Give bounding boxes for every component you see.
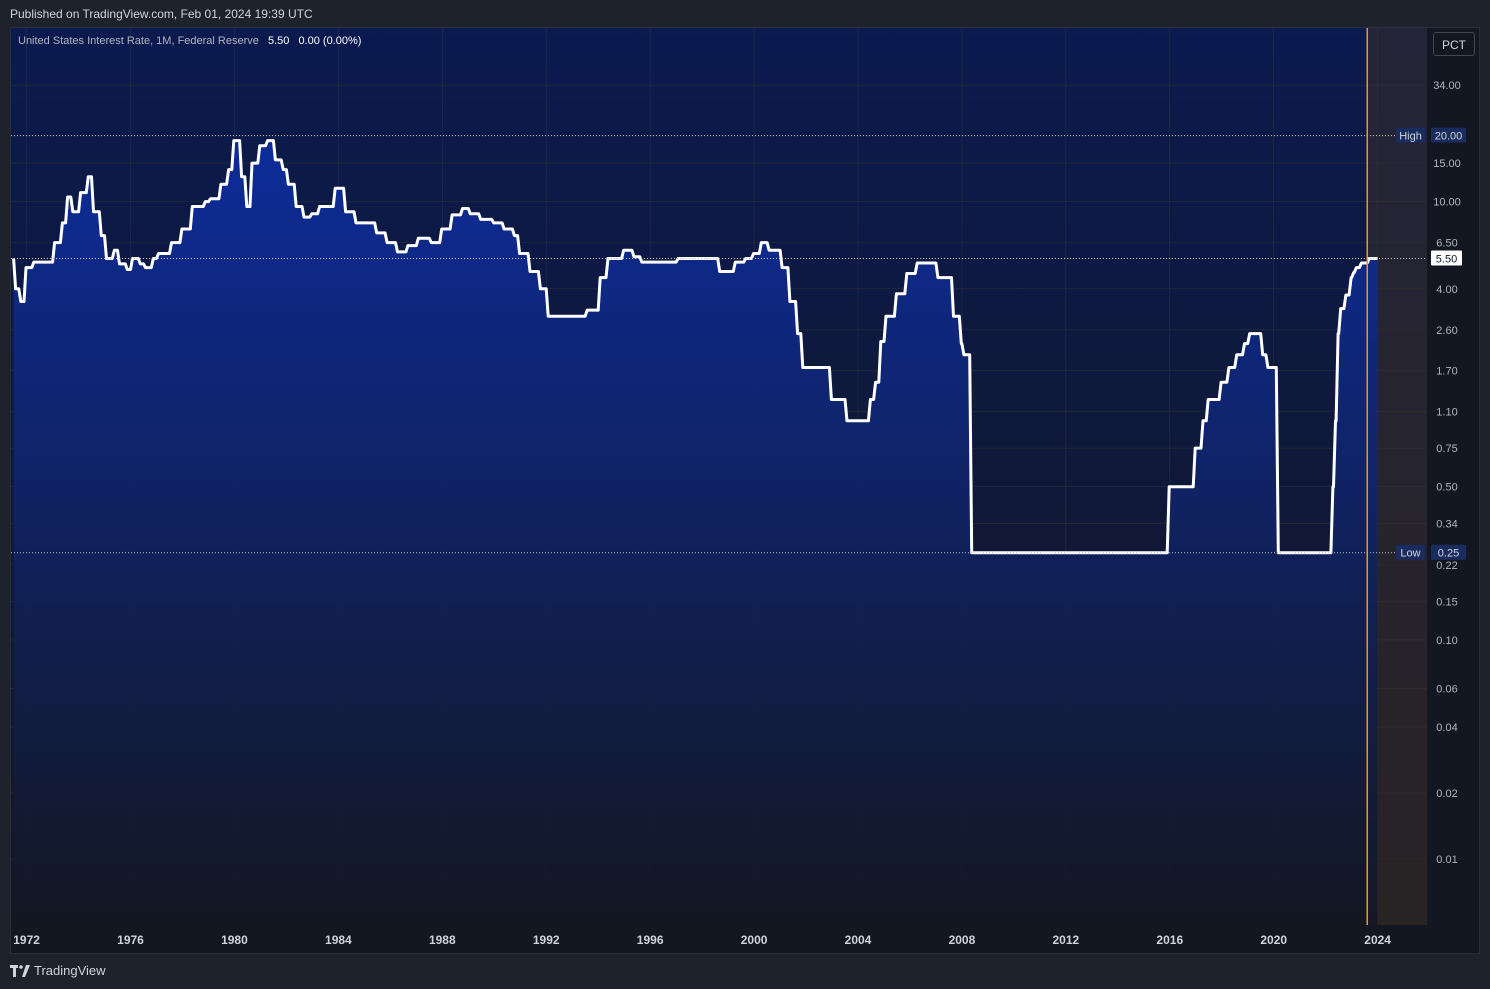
y-tick-label: 1.70 [1436,365,1457,377]
y-tick-label: 1.10 [1436,407,1457,419]
y-tick-label: 0.50 [1436,482,1457,494]
high-label: High [1399,131,1422,143]
y-tick-label: 6.50 [1436,238,1457,250]
high-label-bg [1396,127,1425,143]
y-tick-label: 0.06 [1436,684,1457,696]
high-value-tag: 20.00 [1435,131,1463,143]
y-tick-label: 15.00 [1433,158,1461,170]
y-tick-label: 0.34 [1436,518,1457,530]
low-value-tag: 0.25 [1438,548,1459,560]
low-label-bg [1396,544,1425,560]
y-tick-label: 34.00 [1433,80,1461,92]
x-tick-label: 2008 [949,933,976,947]
y-tick-label: 2.60 [1436,325,1457,337]
last-value-tag: 5.50 [1436,254,1457,266]
legend: United States Interest Rate, 1M, Federal… [18,35,361,47]
price-axis-bg[interactable] [1428,28,1479,925]
high-value-tag-bg [1431,127,1466,143]
x-tick-label: 1972 [13,933,40,947]
x-tick-label: 2016 [1156,933,1183,947]
series-line [12,139,1378,555]
y-tick-label: 10.00 [1433,197,1461,209]
tradingview-logo-icon [10,964,30,977]
x-tick-label: 2024 [1364,933,1391,947]
x-tick-label: 1988 [429,933,456,947]
time-axis: 1972 1976 1980 1984 1988 1992 1996 2000 2004 2008… [13,933,1391,947]
y-tick-label: 4.00 [1436,284,1457,296]
x-tick-label: 1992 [533,933,560,947]
x-tick-label: 2012 [1053,933,1080,947]
x-tick-label: 1980 [221,933,248,947]
low-value-tag-bg [1431,544,1466,560]
y-tick-label: 0.22 [1436,560,1457,572]
y-tick-label: 0.75 [1436,443,1457,455]
legend-title: United States Interest Rate, 1M, Federal… [18,35,259,47]
area-fill [13,140,1378,926]
time-axis-bg[interactable] [11,926,1479,953]
x-tick-label: 2004 [845,933,872,947]
footer-brand: TradingView [10,963,106,978]
y-tick-label: 0.02 [1436,788,1457,800]
footer-brand-label: TradingView [34,963,106,978]
value-markers: High 20.00 Low 0.25 5.50 [1396,127,1466,560]
x-tick-label: 1984 [325,933,352,947]
y-tick-label: 0.01 [1436,854,1457,866]
y-tick-label: 0.10 [1436,635,1457,647]
x-tick-label: 2020 [1260,933,1287,947]
x-tick-label: 1976 [117,933,144,947]
pct-scale-button[interactable]: PCT [1433,32,1475,56]
legend-last-value: 5.50 [267,35,290,47]
y-tick-label: 0.04 [1436,722,1457,734]
legend-change: 0.00 (0.00%) [298,35,362,47]
published-label: Published on TradingView.com, Feb 01, 20… [10,7,313,21]
x-tick-label: 1996 [637,933,664,947]
low-label: Low [1400,548,1420,560]
last-value-tag-bg [1431,250,1462,266]
y-tick-label: 0.15 [1436,596,1457,608]
x-tick-label: 2000 [741,933,768,947]
